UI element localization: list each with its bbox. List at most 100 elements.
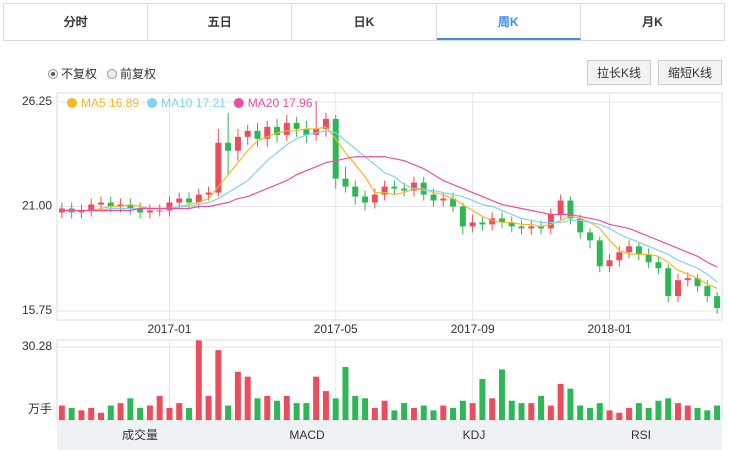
volume-bar — [489, 398, 496, 420]
zoom-button[interactable]: 拉长K线 — [586, 60, 651, 85]
period-tab[interactable]: 周K — [436, 4, 581, 40]
candle-body — [469, 222, 476, 227]
period-tab[interactable]: 五日 — [148, 4, 293, 40]
candle-body — [518, 226, 525, 229]
volume-bar — [332, 398, 339, 420]
candle-body — [684, 278, 691, 281]
volume-bar — [166, 407, 173, 420]
radio-label: 前复权 — [120, 67, 157, 81]
candle-body — [225, 142, 232, 151]
candle-body — [264, 126, 271, 139]
volume-bar — [186, 407, 193, 420]
volume-bar — [694, 407, 701, 420]
volume-bar — [322, 391, 329, 420]
volume-bar — [528, 403, 535, 420]
period-tabs: 分时 五日 日K 周K 月K — [3, 3, 725, 41]
volume-bar — [440, 405, 447, 420]
volume-bar — [78, 410, 85, 420]
volume-bar — [156, 395, 163, 420]
volume-bar — [469, 403, 476, 420]
volume-bar — [714, 405, 721, 420]
volume-bar — [107, 405, 114, 420]
volume-bar — [352, 395, 359, 420]
volume-bar — [342, 366, 349, 420]
candle-body — [78, 210, 85, 213]
volume-bar — [127, 398, 134, 420]
indicator-tab[interactable]: RSI — [631, 428, 651, 442]
candle-body — [498, 218, 505, 223]
period-tab[interactable]: 日K — [292, 4, 437, 40]
candle-body — [479, 222, 486, 225]
legend-label: MA20 17.96 — [248, 96, 313, 110]
volume-bar — [381, 400, 388, 420]
y-tick-label: 21.00 — [22, 199, 52, 213]
volume-bar — [137, 407, 144, 420]
volume-bar — [362, 398, 369, 420]
period-tab[interactable]: 月K — [642, 15, 663, 29]
legend-marker — [67, 98, 77, 108]
candle-body — [107, 202, 114, 207]
candle-body — [440, 198, 447, 201]
candle-body — [547, 214, 554, 229]
volume-bar — [283, 395, 290, 420]
volume-bar — [401, 403, 408, 420]
zoom-button[interactable]: 缩短K线 — [657, 60, 722, 85]
volume-bar — [655, 400, 662, 420]
radio-option[interactable]: 前复权 — [107, 65, 156, 82]
candle-body — [274, 126, 281, 135]
volume-bar — [430, 410, 437, 420]
volume-bar — [498, 369, 505, 420]
volume-bar — [274, 400, 281, 420]
candle-body — [244, 130, 251, 137]
candle-body — [186, 198, 193, 203]
candle-body — [557, 200, 564, 215]
volume-bar — [557, 383, 564, 420]
radio-label: 不复权 — [61, 67, 98, 81]
candle-body — [577, 218, 584, 233]
indicator-tab[interactable]: MACD — [289, 428, 325, 442]
y-tick-label: 30.28 — [22, 339, 52, 353]
volume-bar — [479, 379, 486, 420]
volume-bar — [459, 400, 466, 420]
candle-body — [655, 262, 662, 269]
volume-bar — [313, 376, 320, 420]
candle-body — [450, 198, 457, 207]
candle-body — [508, 222, 515, 227]
candle-body — [98, 202, 105, 205]
volume-bar — [547, 405, 554, 420]
volume-bar — [410, 407, 417, 420]
candle-body — [596, 240, 603, 267]
radio-option[interactable]: 不复权 — [48, 65, 97, 82]
candle-body — [606, 260, 613, 267]
volume-bar — [626, 407, 633, 420]
candle-body — [234, 136, 241, 151]
x-tick-label: 2018-01 — [588, 322, 632, 336]
volume-bar — [586, 407, 593, 420]
volume-bar — [391, 410, 398, 420]
volume-bar — [420, 405, 427, 420]
volume-bar — [146, 405, 153, 420]
candle-body — [88, 204, 95, 211]
candle-body — [137, 208, 144, 213]
volume-bar — [58, 405, 65, 420]
volume-bar — [215, 350, 222, 420]
candle-body — [127, 204, 134, 209]
candle-body — [362, 196, 369, 203]
legend-value: 16.89 — [109, 96, 139, 110]
indicator-tab[interactable]: KDJ — [463, 428, 486, 442]
volume-bar — [205, 395, 212, 420]
volume-bar — [68, 407, 75, 420]
candle-body — [626, 246, 633, 253]
candle-body — [538, 226, 545, 229]
candle-body — [322, 118, 329, 129]
volume-bar — [303, 403, 310, 420]
legend-name: MA5 — [81, 96, 106, 110]
candle-body — [342, 178, 349, 187]
indicator-tab[interactable]: 成交量 — [122, 427, 158, 442]
legend-marker — [147, 98, 158, 108]
candle-body — [195, 194, 202, 203]
volume-bar — [117, 403, 124, 420]
period-tab[interactable]: 分时 — [4, 4, 149, 40]
candle-body — [391, 186, 398, 189]
